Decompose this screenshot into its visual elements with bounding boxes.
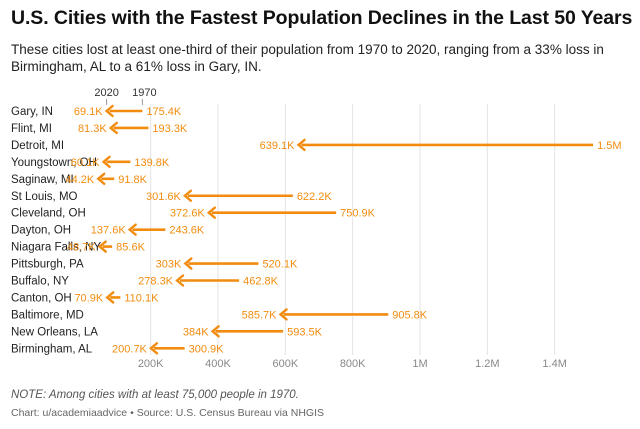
- value-label-1970: 905.8K: [392, 309, 428, 321]
- arrow-head: [175, 274, 185, 287]
- value-label-2020: 639.1K: [260, 140, 296, 152]
- credit-source: Source: U.S. Census Bureau via NHGIS: [136, 407, 325, 419]
- chart-title: U.S. Cities with the Fastest Population …: [11, 7, 633, 29]
- arrow-head: [278, 308, 288, 321]
- value-label-1970: 193.3K: [152, 123, 188, 135]
- value-label-1970: 85.6K: [116, 242, 145, 254]
- value-label-2020: 384K: [183, 326, 209, 338]
- value-label-1970: 622.2K: [297, 191, 333, 203]
- value-label-1970: 1.5M: [597, 140, 621, 152]
- arrow-head: [97, 240, 107, 253]
- value-label-1970: 593.5K: [287, 326, 323, 338]
- x-tick-label: 800K: [340, 358, 366, 370]
- x-tick-label: 1.2M: [475, 358, 499, 370]
- arrow-head: [105, 291, 115, 304]
- chart-note: NOTE: Among cities with at least 75,000 …: [11, 389, 299, 401]
- value-label-1970: 520.1K: [262, 259, 298, 271]
- city-label: Niagara Falls, NY: [11, 242, 101, 254]
- value-label-2020: 137.6K: [91, 225, 127, 237]
- city-label: St Louis, MO: [11, 191, 78, 203]
- value-label-2020: 70.9K: [74, 292, 103, 304]
- value-label-2020: 585.7K: [242, 309, 278, 321]
- arrow-head: [104, 104, 114, 118]
- city-label: New Orleans, LA: [11, 326, 98, 338]
- city-label: Gary, IN: [11, 106, 53, 118]
- city-label: Birmingham, AL: [11, 343, 93, 355]
- city-label: Saginaw, MI: [11, 174, 74, 186]
- value-label-1970: 139.8K: [134, 157, 170, 169]
- x-tick-label: 200K: [138, 358, 164, 370]
- credit-separator: •: [130, 407, 134, 419]
- value-label-2020: 60.1K: [71, 157, 100, 169]
- value-label-2020: 303K: [156, 259, 182, 271]
- value-label-2020: 301.6K: [146, 191, 182, 203]
- city-label: Youngstown, OH: [11, 157, 97, 169]
- value-label-2020: 48.7K: [67, 242, 96, 254]
- x-tick-label: 400K: [205, 358, 231, 370]
- city-label: Canton, OH: [11, 292, 72, 304]
- value-label-2020: 69.1K: [74, 106, 103, 118]
- city-label: Pittsburgh, PA: [11, 259, 84, 271]
- value-label-2020: 278.3K: [138, 276, 174, 288]
- legend-label-start: 1970: [132, 87, 156, 99]
- arrow-head: [149, 342, 159, 355]
- legend-label-end: 2020: [94, 87, 118, 99]
- chart-subtitle: These cities lost at least one-third of …: [11, 42, 604, 74]
- city-label: Cleveland, OH: [11, 208, 86, 220]
- arrow-head: [96, 172, 106, 186]
- arrow-head: [296, 138, 306, 152]
- arrow-head: [127, 223, 137, 236]
- chart-credit: Chart: u/academiaadvice • Source: U.S. C…: [11, 407, 324, 419]
- arrow-head: [182, 189, 193, 202]
- value-label-1970: 110.1K: [124, 292, 159, 304]
- x-tick-label: 1M: [412, 358, 427, 370]
- value-label-2020: 81.3K: [78, 123, 107, 135]
- value-label-2020: 200.7K: [112, 343, 148, 355]
- x-tick-label: 1.4M: [542, 358, 566, 370]
- value-label-2020: 44.2K: [65, 174, 94, 186]
- city-label: Dayton, OH: [11, 225, 71, 237]
- arrow-head: [210, 325, 220, 338]
- credit-author: Chart: u/academiaadvice: [11, 407, 128, 419]
- x-tick-label: 600K: [272, 358, 298, 370]
- arrow-head: [183, 257, 193, 270]
- city-label: Flint, MI: [11, 123, 52, 135]
- city-label: Detroit, MI: [11, 140, 64, 152]
- city-label: Buffalo, NY: [11, 276, 69, 288]
- value-label-1970: 243.6K: [169, 225, 205, 237]
- value-label-1970: 462.8K: [243, 276, 279, 288]
- arrow-head: [108, 121, 118, 135]
- value-label-1970: 91.8K: [118, 174, 147, 186]
- arrow-head: [206, 206, 216, 219]
- value-label-1970: 175.4K: [146, 106, 182, 118]
- city-label: Baltimore, MD: [11, 309, 84, 321]
- value-label-1970: 750.9K: [340, 208, 376, 220]
- value-label-2020: 372.6K: [170, 208, 206, 220]
- arrow-head: [101, 155, 111, 169]
- value-label-1970: 300.9K: [189, 343, 225, 355]
